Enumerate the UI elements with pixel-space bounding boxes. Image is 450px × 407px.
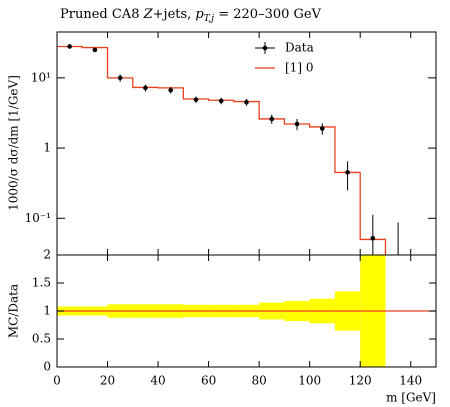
x-tick-label: 120 <box>349 374 372 388</box>
data-point <box>143 85 148 91</box>
title-part: = 220–300 GeV <box>214 7 321 22</box>
y-tick-label: 10¹ <box>31 70 51 84</box>
x-tick-label: 20 <box>100 374 115 388</box>
title-part: p <box>195 7 204 22</box>
x-tick-label: 140 <box>399 374 422 388</box>
data-point <box>193 97 199 102</box>
data-point <box>370 235 376 241</box>
chart-title: Pruned CA8 Z+jets, pT,j = 220–300 GeV <box>60 7 322 24</box>
y-axis-label: 1000/σ dσ/dm [1/GeV] <box>7 75 21 211</box>
ratio-y-tick-label: 1.5 <box>32 276 51 290</box>
data-point <box>92 47 98 53</box>
data-point <box>294 121 300 127</box>
x-tick-label: 60 <box>201 374 216 388</box>
data-point <box>345 170 350 175</box>
legend-label: [1] 0 <box>285 61 313 75</box>
ratio-y-tick-label: 0 <box>43 360 51 374</box>
ratio-y-tick-label: 1 <box>43 304 51 318</box>
y-tick-label: 10⁻¹ <box>25 211 51 225</box>
title-part: +jets, <box>153 7 196 22</box>
ratio-axis-label: MC/Data <box>7 284 21 338</box>
data-point <box>269 116 275 122</box>
title-part: T,j <box>204 14 215 24</box>
y-tick-label: 1 <box>43 141 51 155</box>
ratio-y-tick-label: 2 <box>43 248 51 262</box>
mc-histogram <box>57 45 387 255</box>
x-tick-label: 80 <box>251 374 266 388</box>
data-point <box>168 87 173 93</box>
x-tick-label: 0 <box>53 374 61 388</box>
data-point <box>320 126 325 131</box>
legend-data-marker <box>262 45 268 51</box>
legend-label: Data <box>285 41 314 55</box>
x-tick-label: 100 <box>298 374 321 388</box>
main-frame <box>56 31 437 256</box>
data-point <box>218 98 224 104</box>
ratio-y-tick-label: 0.5 <box>32 332 51 346</box>
x-tick-label: 40 <box>150 374 165 388</box>
title-part: Z <box>143 7 154 22</box>
data-point <box>244 99 249 105</box>
title-part: Pruned CA8 <box>60 7 144 22</box>
x-axis-label: m [GeV] <box>386 391 436 405</box>
data-point <box>117 75 123 81</box>
data-point <box>67 44 72 49</box>
